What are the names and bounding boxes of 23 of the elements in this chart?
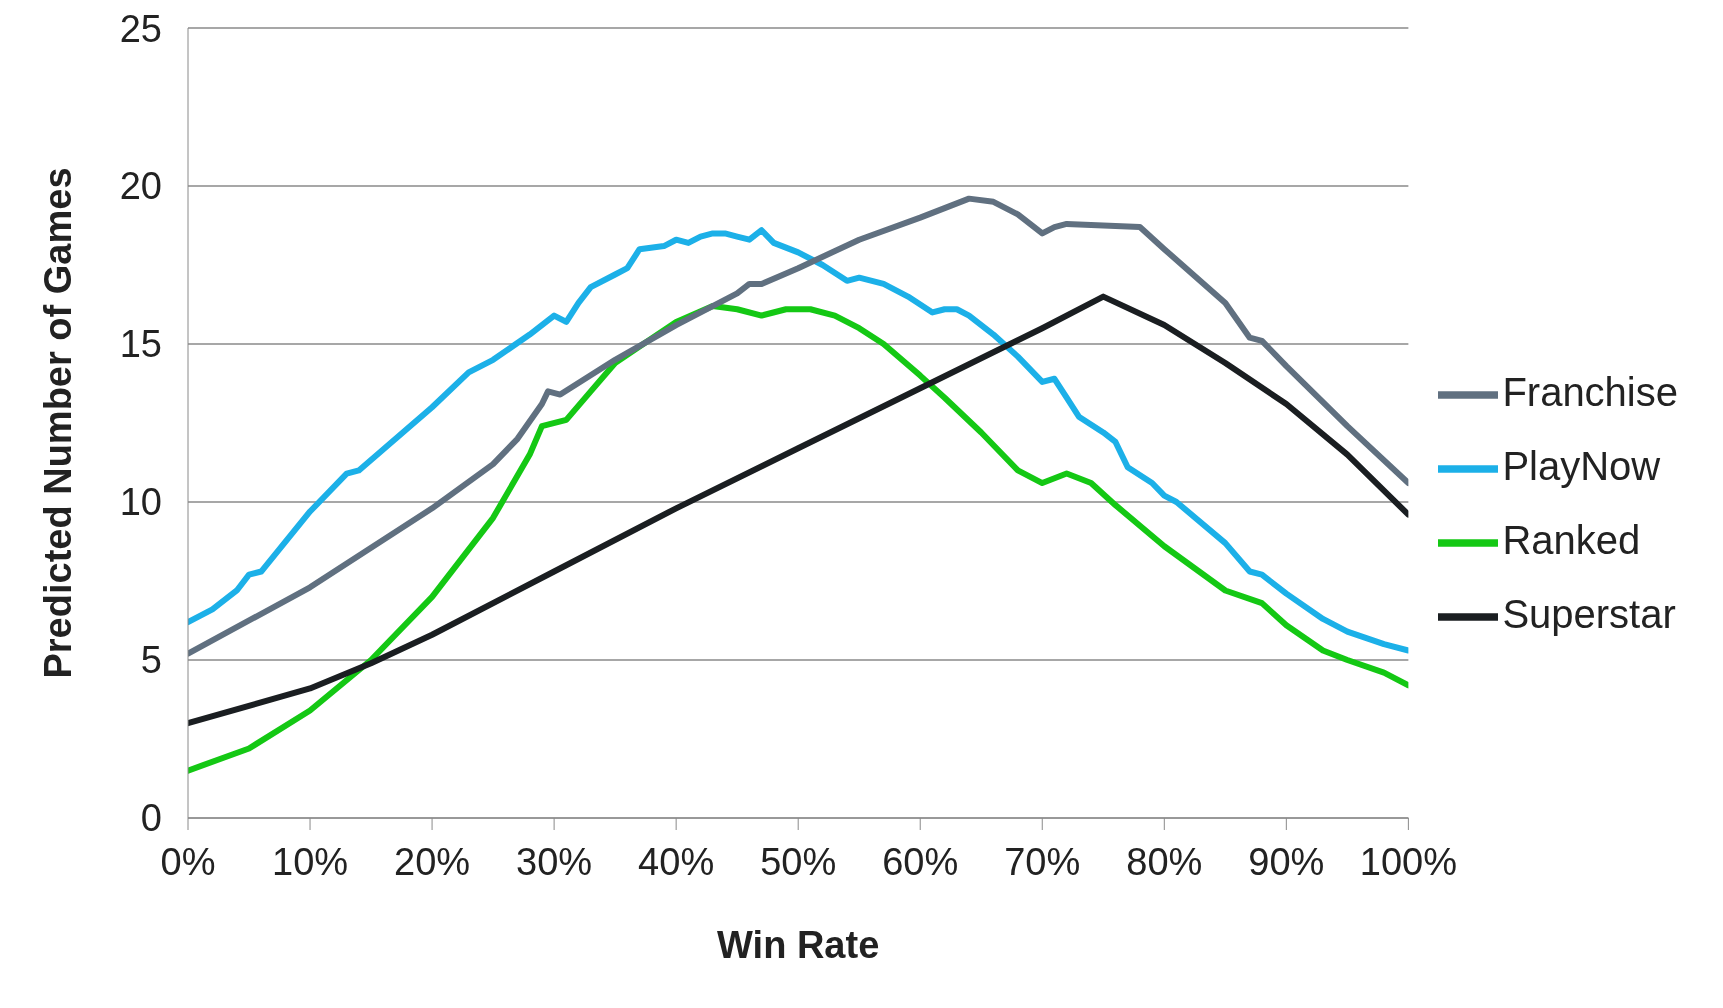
y-tick-label: 0 [140, 797, 162, 840]
x-tick-label: 40% [638, 840, 715, 883]
x-tick-label: 30% [516, 840, 593, 883]
x-tick-label: 90% [1248, 840, 1325, 883]
legend-label: Franchise [1502, 370, 1678, 414]
x-axis-title: Win Rate [717, 924, 880, 966]
x-tick-label: 10% [272, 840, 349, 883]
x-tick-label: 50% [760, 840, 837, 883]
x-tick-label: 100% [1359, 840, 1457, 883]
legend-label: Superstar [1502, 592, 1676, 636]
y-tick-label: 5 [140, 639, 162, 682]
y-tick-label: 20 [119, 165, 162, 208]
y-tick-label: 15 [119, 323, 162, 366]
legend-label: Ranked [1502, 518, 1641, 562]
legend-label: PlayNow [1502, 444, 1661, 488]
y-axis-title: Predicted Number of Games [37, 167, 80, 679]
y-tick-label: 10 [119, 481, 162, 524]
x-tick-label: 70% [1004, 840, 1081, 883]
x-tick-label: 60% [882, 840, 959, 883]
x-tick-label: 0% [160, 840, 216, 883]
y-tick-label: 25 [119, 7, 162, 50]
x-tick-label: 20% [394, 840, 471, 883]
x-tick-label: 80% [1126, 840, 1203, 883]
